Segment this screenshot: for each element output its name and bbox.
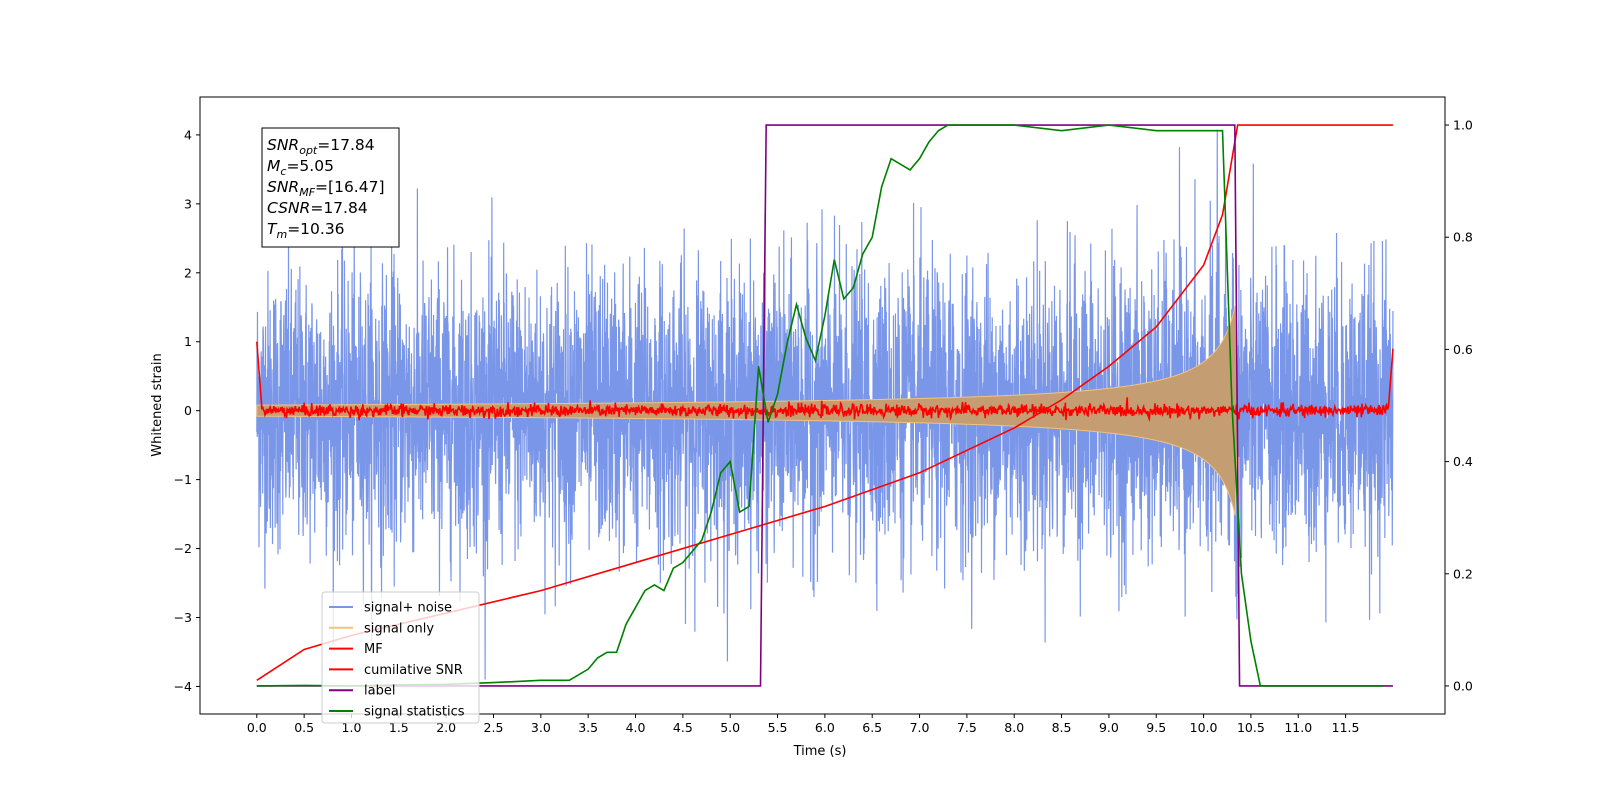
y2-tick-label: 0.4	[1453, 454, 1473, 469]
y2-tick-label: 0.2	[1453, 566, 1473, 581]
x-tick-label: 2.5	[484, 720, 504, 735]
series-signal-statistics	[256, 124, 1384, 687]
y-tick-label: −1	[174, 472, 192, 487]
y-tick-label: 4	[184, 127, 192, 142]
stat-csnr: CSNR=17.84	[267, 199, 368, 217]
x-tick-label: 8.0	[1004, 720, 1024, 735]
x-axis: 0.0 0.5 1.0 1.5 2.0 2.5 3.0 3.5 4.0 4.5 5.0 5.5 6.0 6…	[247, 714, 1360, 735]
y-tick-label: −2	[174, 541, 192, 556]
stats-box-frame	[261, 127, 400, 248]
legend-label: cumilative SNR	[364, 663, 463, 678]
x-tick-label: 7.0	[910, 720, 930, 735]
y-axis-label: Whitened strain	[150, 353, 165, 456]
plot-area	[256, 124, 1394, 687]
y2-tick-label: 0.0	[1453, 678, 1473, 693]
x-tick-label: 11.5	[1332, 720, 1360, 735]
plot-frame	[199, 96, 1446, 715]
x-tick-label: 4.5	[673, 720, 693, 735]
y2-tick-label: 1.0	[1453, 118, 1473, 133]
x-tick-label: 10.0	[1190, 720, 1218, 735]
x-tick-label: 9.5	[1146, 720, 1166, 735]
y2-tick-label: 0.6	[1453, 342, 1473, 357]
stat-snr-mf: SNRMF=[16.47]	[267, 178, 385, 199]
y-tick-label: 0	[184, 403, 192, 418]
legend: signal+ noise signal only MF cumilative SNR…	[321, 591, 480, 724]
x-tick-label: 10.5	[1237, 720, 1265, 735]
x-tick-label: 2.0	[436, 720, 456, 735]
series-mf	[256, 341, 1394, 422]
x-tick-label: 0.5	[294, 720, 314, 735]
y-tick-label: 2	[184, 265, 192, 280]
x-tick-label: 3.5	[578, 720, 598, 735]
x-tick-label: 5.0	[720, 720, 740, 735]
x-tick-label: 5.5	[768, 720, 788, 735]
y-axis-left: −4 −3 −2 −1 0 1 2 3 4	[174, 127, 200, 694]
y-tick-label: 3	[184, 196, 192, 211]
x-tick-label: 8.5	[1052, 720, 1072, 735]
stat-snr-mf-value: =[16.47]	[315, 178, 384, 196]
x-tick-label: 7.5	[957, 720, 977, 735]
stats-box: SNRopt=17.84 Mc=5.05 SNRMF=[16.47] CSNR=…	[261, 127, 400, 248]
x-tick-label: 1.5	[389, 720, 409, 735]
x-tick-label: 1.0	[342, 720, 362, 735]
x-tick-label: 6.0	[815, 720, 835, 735]
legend-label: signal+ noise	[364, 601, 452, 616]
x-tick-label: 3.0	[531, 720, 551, 735]
legend-label: MF	[364, 642, 383, 657]
x-tick-label: 9.0	[1099, 720, 1119, 735]
stat-snr-opt-value: =17.84	[317, 136, 374, 154]
stat-tm-value: =10.36	[287, 220, 344, 238]
y-axis-right: 0.0 0.2 0.4 0.6 0.8 1.0	[1445, 118, 1473, 693]
y-tick-label: 1	[184, 334, 192, 349]
legend-label: label	[364, 684, 395, 699]
stat-mc-value: =5.05	[286, 157, 334, 175]
stat-mc: Mc=5.05	[267, 157, 334, 178]
stat-snr-opt: SNRopt=17.84	[267, 136, 375, 157]
legend-frame	[321, 591, 480, 724]
y-tick-label: −3	[174, 610, 192, 625]
stat-tm: Tm=10.36	[267, 220, 345, 241]
x-axis-label: Time (s)	[793, 744, 847, 759]
x-tick-label: 11.0	[1284, 720, 1312, 735]
legend-label: signal only	[364, 621, 434, 636]
series-layer	[256, 124, 1394, 687]
legend-label: signal statistics	[364, 705, 465, 720]
y-tick-label: −4	[174, 679, 192, 694]
y2-tick-label: 0.8	[1453, 230, 1473, 245]
x-tick-label: 6.5	[862, 720, 882, 735]
stat-csnr-value: =17.84	[310, 199, 367, 217]
x-tick-label: 0.0	[247, 720, 267, 735]
x-tick-label: 4.0	[626, 720, 646, 735]
